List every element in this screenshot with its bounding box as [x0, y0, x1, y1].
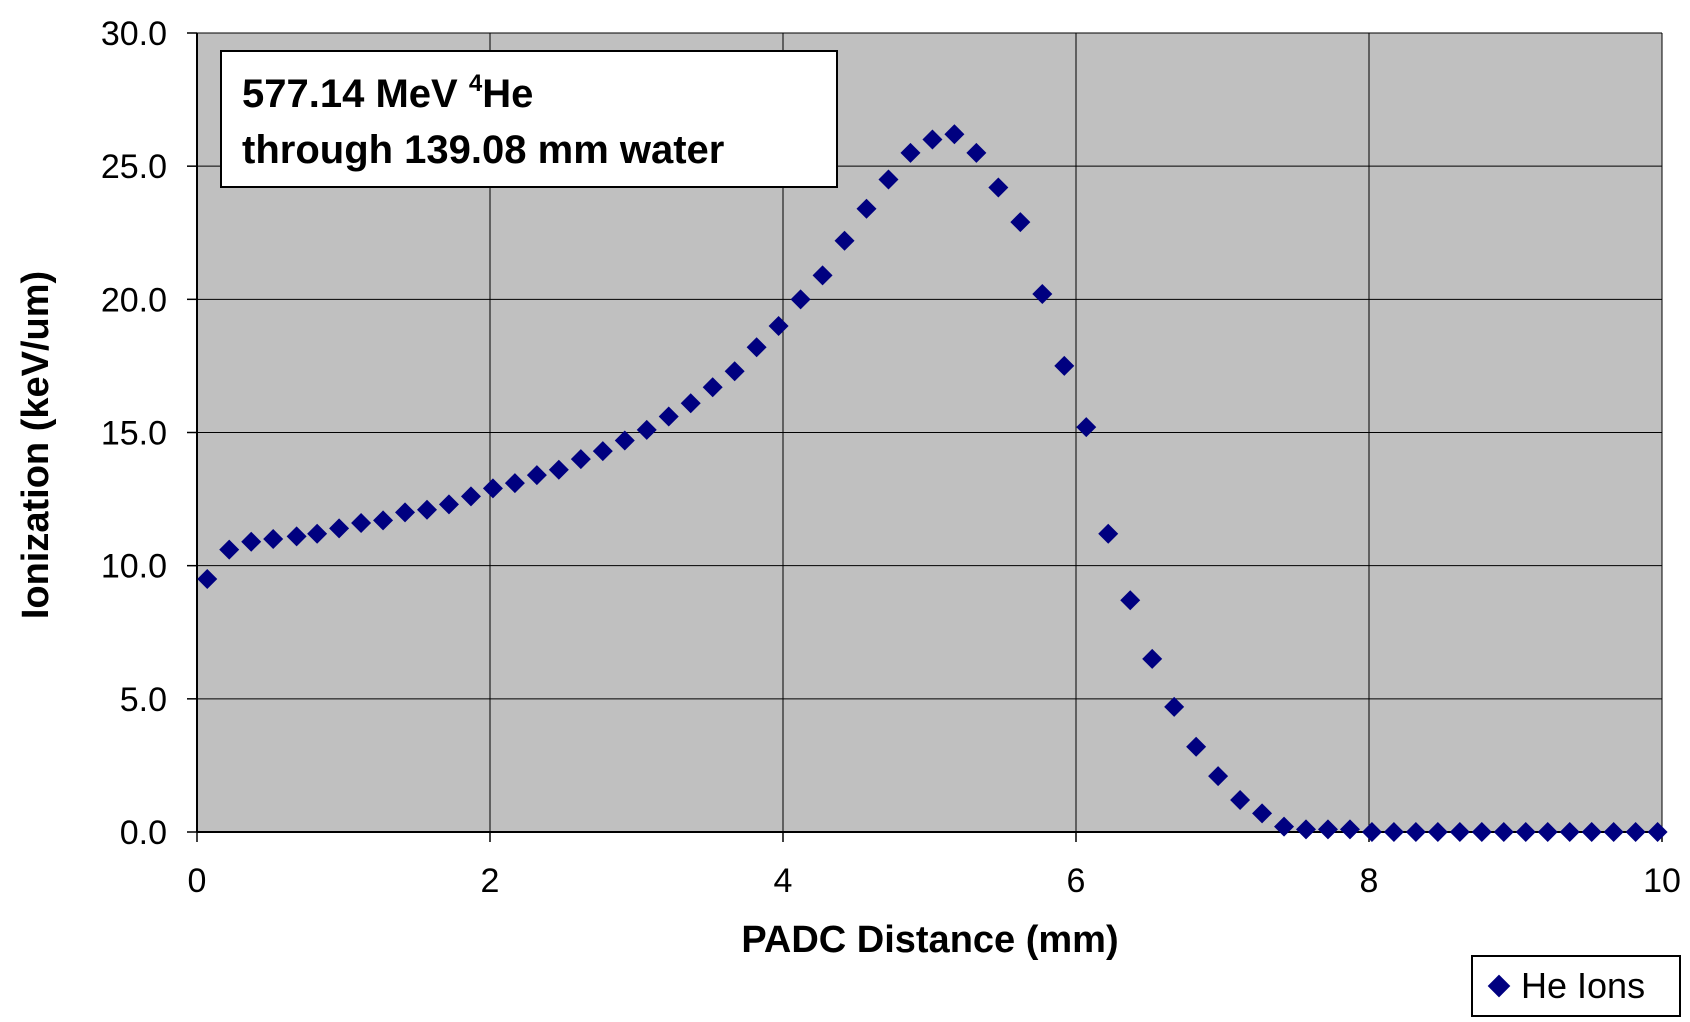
data-point	[1120, 590, 1141, 611]
data-point	[724, 361, 745, 382]
data-point	[1098, 523, 1119, 544]
data-point	[1625, 822, 1646, 842]
data-point	[1471, 822, 1492, 842]
data-point	[1449, 822, 1470, 842]
data-point	[1317, 819, 1338, 840]
data-point	[1427, 822, 1448, 842]
annotation-isotope-number: 4	[468, 70, 483, 97]
data-point	[417, 499, 438, 520]
data-point	[680, 393, 701, 414]
y-tick-label: 15.0	[101, 415, 167, 453]
y-axis-title: Ionization (keV/um)	[15, 271, 57, 619]
data-point	[944, 124, 965, 145]
data-point	[834, 230, 855, 251]
y-tick-label: 10.0	[101, 548, 167, 586]
data-point	[286, 526, 307, 547]
data-point	[1230, 790, 1251, 811]
annotation-line-1: 577.14 MeV 4He	[242, 66, 836, 122]
data-point	[548, 459, 569, 480]
data-point	[438, 494, 459, 515]
data-point	[1339, 819, 1360, 840]
data-point	[1164, 696, 1185, 717]
data-point	[504, 473, 525, 494]
data-point	[878, 169, 899, 190]
data-point	[1186, 736, 1207, 757]
data-point	[241, 531, 262, 552]
data-point	[1515, 822, 1536, 842]
data-point	[790, 289, 811, 310]
data-point	[658, 406, 679, 427]
data-points	[197, 124, 1668, 842]
data-point	[812, 265, 833, 286]
data-point	[1647, 822, 1668, 842]
data-point	[1076, 417, 1097, 438]
data-point	[219, 539, 240, 560]
data-point	[395, 502, 416, 523]
diamond-marker-icon	[1487, 974, 1511, 998]
chart-annotation-box: 577.14 MeV 4He through 139.08 mm water	[220, 50, 838, 188]
x-tick-label: 8	[1360, 862, 1379, 900]
data-point	[351, 513, 372, 534]
data-point	[373, 510, 394, 531]
data-point	[460, 486, 481, 507]
x-tick-label: 4	[774, 862, 793, 900]
annotation-energy: 577.14 MeV	[242, 72, 469, 116]
x-tick-label: 10	[1643, 862, 1681, 900]
data-point	[329, 518, 350, 539]
x-tick-label: 0	[188, 862, 207, 900]
data-point	[570, 449, 591, 470]
y-tick-label: 0.0	[120, 814, 167, 852]
x-tick-label: 2	[481, 862, 500, 900]
data-point	[856, 198, 877, 219]
data-point	[1405, 822, 1426, 842]
data-point	[482, 478, 503, 499]
data-point	[197, 568, 218, 589]
data-point	[768, 315, 789, 336]
y-axis-ticks: 0.0 5.0 10.0 15.0 20.0 25.0 30.0	[101, 15, 197, 852]
data-point	[1493, 822, 1514, 842]
data-point	[614, 430, 635, 451]
annotation-particle: He	[482, 72, 534, 116]
data-point	[1208, 766, 1229, 787]
data-point	[1054, 355, 1075, 376]
data-point	[1032, 284, 1053, 305]
data-point	[746, 337, 767, 358]
annotation-line-2: through 139.08 mm water	[242, 128, 725, 172]
data-point	[1010, 212, 1031, 233]
data-point	[1581, 822, 1602, 842]
legend-series-label: He Ions	[1521, 965, 1646, 1006]
data-point	[900, 142, 921, 163]
data-point	[263, 529, 284, 550]
data-point	[1142, 648, 1163, 669]
legend: He Ions	[1471, 955, 1681, 1017]
data-point	[966, 142, 987, 163]
data-point	[1361, 822, 1382, 842]
y-tick-label: 20.0	[101, 281, 167, 319]
data-point	[1274, 816, 1295, 837]
data-point	[702, 377, 723, 398]
data-point	[1537, 822, 1558, 842]
y-tick-label: 5.0	[120, 681, 167, 719]
x-tick-label: 6	[1067, 862, 1086, 900]
x-axis-ticks: 0 2 4 6 8 10	[188, 832, 1681, 900]
data-point	[1559, 822, 1580, 842]
y-tick-label: 25.0	[101, 148, 167, 186]
y-tick-label: 30.0	[101, 15, 167, 53]
data-point	[1383, 822, 1404, 842]
data-point	[988, 177, 1009, 198]
data-point	[526, 465, 547, 486]
data-point	[1252, 803, 1273, 824]
data-point	[592, 441, 613, 462]
data-point	[1296, 819, 1317, 840]
x-axis-title: PADC Distance (mm)	[741, 919, 1118, 961]
data-point	[922, 129, 943, 150]
data-point	[1603, 822, 1624, 842]
data-point	[636, 419, 657, 440]
data-point	[307, 523, 328, 544]
